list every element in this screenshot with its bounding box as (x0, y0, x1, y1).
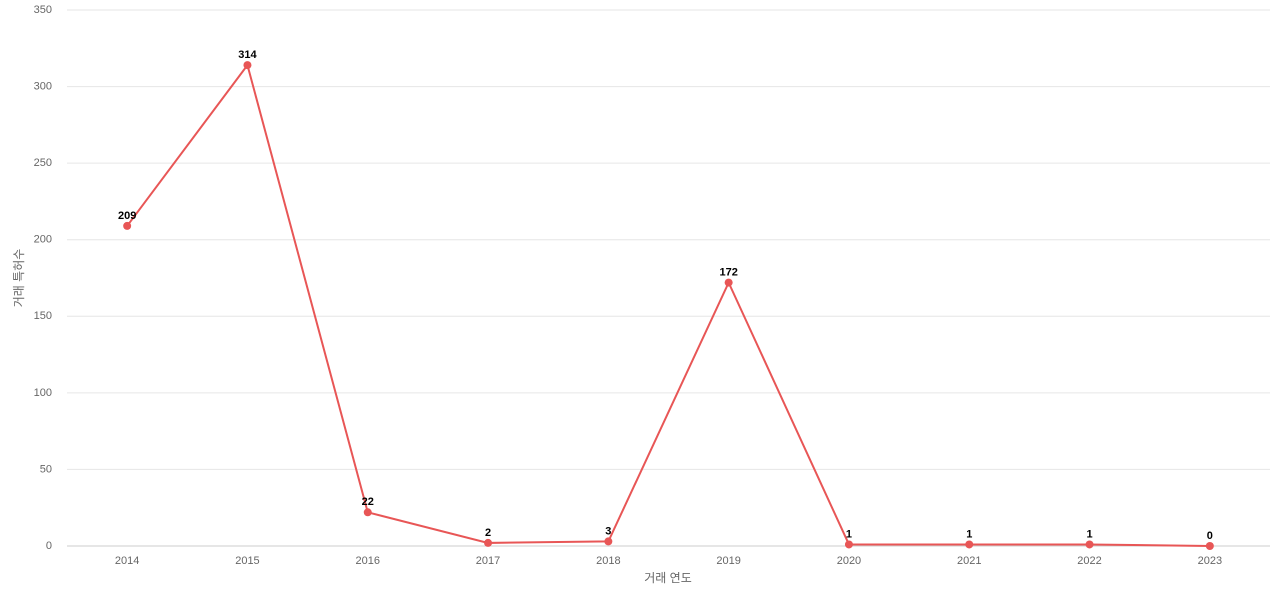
x-tick-label: 2023 (1198, 555, 1222, 567)
y-tick-label: 300 (34, 80, 52, 92)
x-tick-label: 2022 (1077, 555, 1101, 567)
value-label: 0 (1207, 530, 1213, 542)
value-label: 1 (1086, 528, 1092, 540)
value-label: 1 (966, 528, 972, 540)
value-label: 172 (719, 267, 737, 279)
value-label: 2 (485, 527, 491, 539)
y-tick-label: 200 (34, 234, 52, 246)
value-label: 1 (846, 528, 852, 540)
x-tick-label: 2020 (837, 555, 861, 567)
value-label: 22 (362, 496, 374, 508)
point (1085, 540, 1094, 549)
y-tick-label: 250 (34, 157, 52, 169)
point (844, 540, 853, 549)
x-tick-label: 2016 (356, 555, 380, 567)
y-tick-label: 50 (40, 463, 52, 475)
point (965, 540, 974, 549)
y-tick-label: 150 (34, 310, 52, 322)
point (604, 537, 613, 546)
x-tick-label: 2018 (596, 555, 620, 567)
point (243, 61, 252, 70)
point (123, 221, 132, 230)
value-label: 314 (238, 49, 257, 61)
x-tick-label: 2015 (235, 555, 259, 567)
x-tick-label: 2019 (716, 555, 740, 567)
y-tick-label: 350 (34, 4, 52, 16)
y-axis-label: 거래 특허수 (12, 249, 26, 308)
point (1205, 542, 1214, 550)
point (363, 508, 372, 517)
y-tick-label: 0 (46, 540, 52, 552)
x-tick-label: 2014 (115, 555, 139, 567)
y-tick-label: 100 (34, 387, 52, 399)
point (724, 278, 733, 287)
x-tick-label: 2021 (957, 555, 981, 567)
line (126, 62, 1210, 547)
x-axis-label: 거래 연도 (644, 571, 692, 585)
value-label: 209 (118, 210, 136, 222)
point (484, 538, 493, 547)
x-tick-label: 2017 (476, 555, 500, 567)
value-label: 3 (605, 525, 611, 537)
